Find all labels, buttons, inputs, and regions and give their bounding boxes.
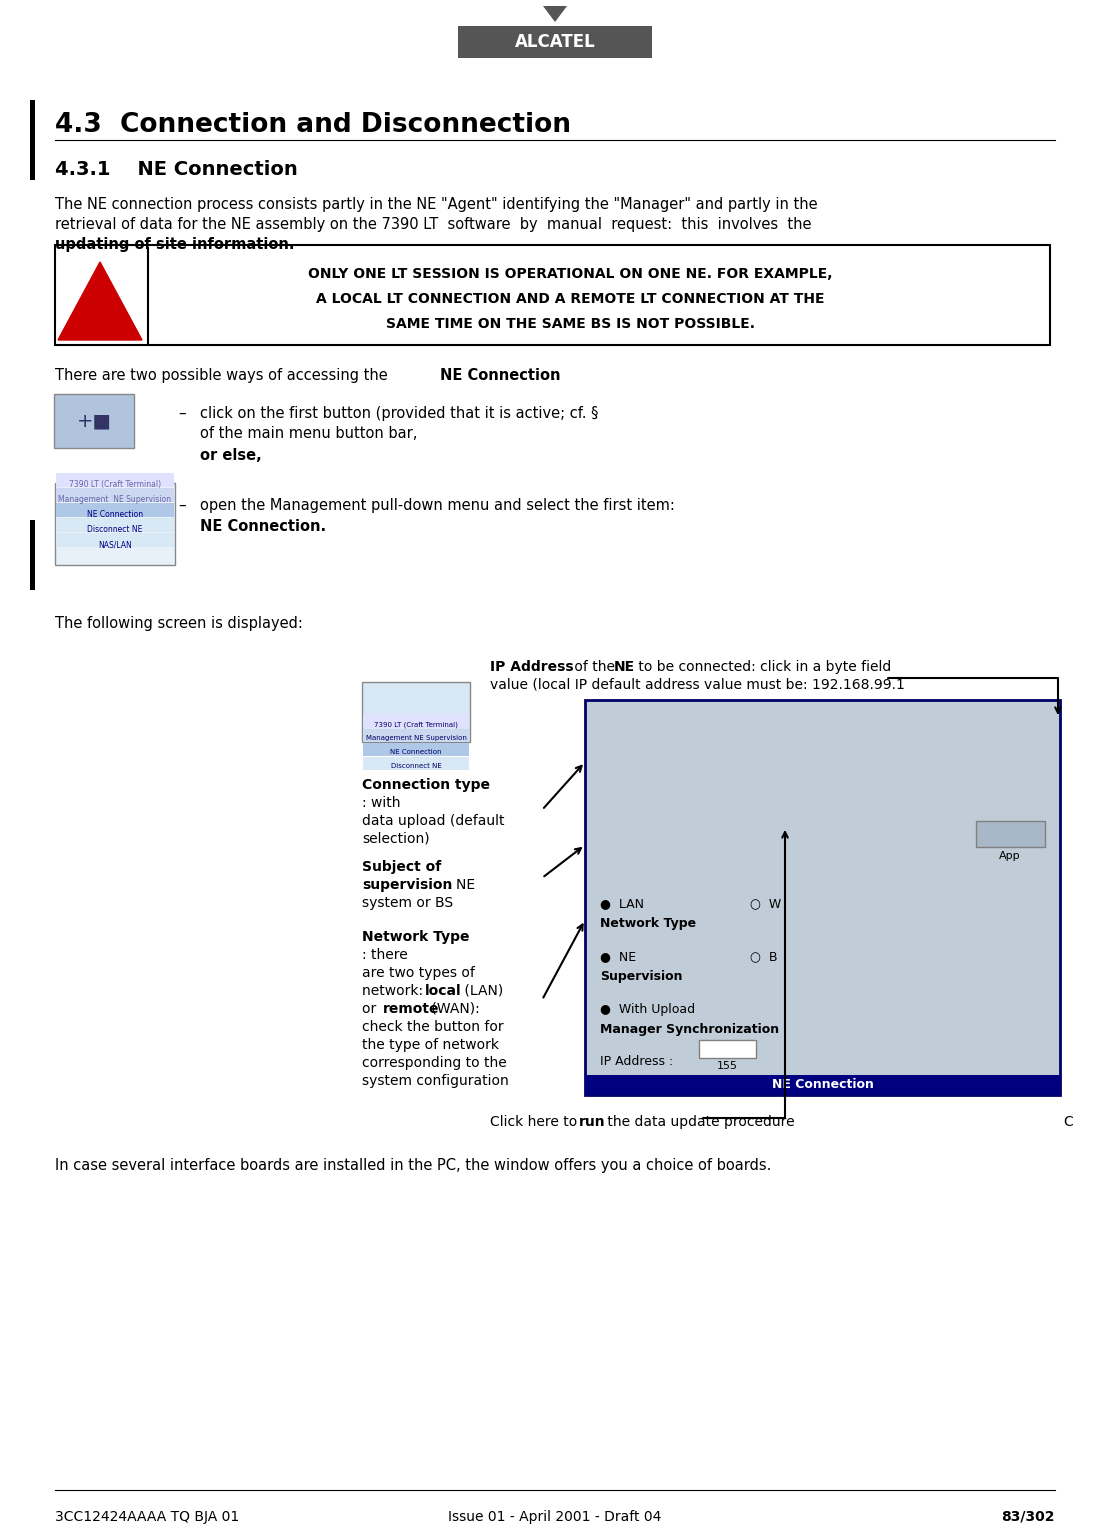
Text: NE Connection: NE Connection — [87, 510, 143, 520]
FancyBboxPatch shape — [458, 26, 652, 58]
Text: NE Connection: NE Connection — [440, 368, 561, 384]
Text: ●  LAN: ● LAN — [601, 897, 644, 911]
Text: : NE: : NE — [447, 879, 475, 892]
Text: Issue 01 - April 2001 - Draft 04: Issue 01 - April 2001 - Draft 04 — [448, 1510, 662, 1523]
Text: ONLY ONE LT SESSION IS OPERATIONAL ON ONE NE. FOR EXAMPLE,: ONLY ONE LT SESSION IS OPERATIONAL ON ON… — [307, 267, 832, 281]
Text: The following screen is displayed:: The following screen is displayed: — [56, 616, 303, 631]
Text: system configuration: system configuration — [362, 1074, 508, 1088]
FancyBboxPatch shape — [30, 99, 36, 180]
Text: updating of site information.: updating of site information. — [56, 237, 294, 252]
Text: retrieval of data for the NE assembly on the 7390 LT  software  by  manual  requ: retrieval of data for the NE assembly on… — [56, 217, 811, 232]
FancyBboxPatch shape — [56, 518, 174, 532]
Text: the type of network: the type of network — [362, 1038, 500, 1051]
Text: system or BS: system or BS — [362, 895, 453, 911]
FancyBboxPatch shape — [54, 394, 134, 448]
Text: The NE connection process consists partly in the NE "Agent" identifying the "Man: The NE connection process consists partl… — [56, 197, 818, 212]
Text: 83/302: 83/302 — [1001, 1510, 1054, 1523]
FancyBboxPatch shape — [362, 681, 470, 743]
FancyBboxPatch shape — [56, 474, 174, 487]
FancyBboxPatch shape — [699, 1041, 756, 1057]
Polygon shape — [543, 6, 567, 21]
Text: ●  With Upload: ● With Upload — [601, 1002, 695, 1016]
Text: value (local IP default address value must be: 192.168.99.1: value (local IP default address value mu… — [490, 678, 905, 692]
Text: App: App — [999, 851, 1021, 860]
Text: –: – — [178, 498, 185, 513]
Text: data upload (default: data upload (default — [362, 814, 505, 828]
Polygon shape — [58, 261, 142, 341]
FancyBboxPatch shape — [56, 244, 1050, 345]
Text: NE Connection: NE Connection — [771, 1079, 874, 1091]
Text: to be connected: click in a byte field: to be connected: click in a byte field — [634, 660, 891, 674]
FancyBboxPatch shape — [976, 821, 1045, 847]
Text: (WAN):: (WAN): — [427, 1002, 480, 1016]
FancyBboxPatch shape — [56, 483, 175, 565]
Text: There are two possible ways of accessing the: There are two possible ways of accessing… — [56, 368, 392, 384]
Text: ○  W: ○ W — [750, 897, 781, 911]
Text: Subject of: Subject of — [362, 860, 442, 874]
Text: Management  NE Supervision: Management NE Supervision — [59, 495, 172, 504]
Text: C: C — [1063, 1115, 1072, 1129]
Text: are two types of: are two types of — [362, 966, 475, 979]
Text: NAS/LAN: NAS/LAN — [98, 539, 132, 549]
Text: NE Connection.: NE Connection. — [200, 520, 326, 533]
Text: –: – — [178, 406, 185, 422]
Text: Network Type: Network Type — [362, 931, 470, 944]
FancyBboxPatch shape — [56, 487, 174, 503]
Text: of the: of the — [571, 660, 619, 674]
Text: network:: network: — [362, 984, 427, 998]
Text: 7390 LT (Craft Terminal): 7390 LT (Craft Terminal) — [69, 480, 161, 489]
Text: IP Address :: IP Address : — [601, 1054, 674, 1068]
Text: supervision: supervision — [362, 879, 453, 892]
Text: A LOCAL LT CONNECTION AND A REMOTE LT CONNECTION AT THE: A LOCAL LT CONNECTION AND A REMOTE LT CO… — [315, 292, 825, 306]
Text: : there: : there — [362, 947, 407, 963]
Text: : with: : with — [362, 796, 401, 810]
Text: 4.3.1    NE Connection: 4.3.1 NE Connection — [56, 160, 297, 179]
Text: ALCATEL: ALCATEL — [515, 34, 595, 50]
Text: or: or — [362, 1002, 381, 1016]
Text: (LAN): (LAN) — [460, 984, 503, 998]
Text: +■: +■ — [77, 411, 111, 431]
Text: 155: 155 — [716, 1060, 737, 1071]
Text: 7390 LT (Craft Terminal): 7390 LT (Craft Terminal) — [374, 721, 458, 727]
Text: NE Connection: NE Connection — [391, 749, 442, 755]
Text: :: : — [549, 368, 555, 384]
Text: local: local — [425, 984, 462, 998]
Text: In case several interface boards are installed in the PC, the window offers you : In case several interface boards are ins… — [56, 1158, 771, 1174]
FancyBboxPatch shape — [363, 756, 470, 770]
Text: click on the first button (provided that it is active; cf. §: click on the first button (provided that… — [200, 406, 603, 422]
Text: check the button for: check the button for — [362, 1021, 504, 1034]
Text: Network Type: Network Type — [601, 917, 696, 931]
Text: Click here to: Click here to — [490, 1115, 582, 1129]
Text: Disconnect NE: Disconnect NE — [88, 526, 143, 533]
FancyBboxPatch shape — [56, 533, 174, 547]
Text: Manager Synchronization: Manager Synchronization — [601, 1024, 779, 1036]
Text: of the main menu button bar,: of the main menu button bar, — [200, 426, 417, 442]
Text: SAME TIME ON THE SAME BS IS NOT POSSIBLE.: SAME TIME ON THE SAME BS IS NOT POSSIBLE… — [385, 316, 755, 332]
Text: ●  NE: ● NE — [601, 950, 636, 963]
Text: or else,: or else, — [200, 448, 262, 463]
Text: open the Management pull-down menu and select the first item:: open the Management pull-down menu and s… — [200, 498, 675, 513]
Text: Management NE Supervision: Management NE Supervision — [365, 735, 466, 741]
FancyBboxPatch shape — [363, 715, 470, 727]
Text: the data update procedure: the data update procedure — [603, 1115, 795, 1129]
Text: run: run — [579, 1115, 606, 1129]
Text: 3CC12424AAAA TQ BJA 01: 3CC12424AAAA TQ BJA 01 — [56, 1510, 240, 1523]
Text: NE: NE — [614, 660, 635, 674]
Text: selection): selection) — [362, 833, 430, 847]
FancyBboxPatch shape — [30, 520, 36, 590]
Text: remote: remote — [383, 1002, 440, 1016]
Text: ○  B: ○ B — [750, 950, 777, 963]
Text: corresponding to the: corresponding to the — [362, 1056, 507, 1070]
Text: 4.3  Connection and Disconnection: 4.3 Connection and Disconnection — [56, 112, 571, 138]
FancyBboxPatch shape — [363, 729, 470, 743]
FancyBboxPatch shape — [585, 1076, 1060, 1096]
FancyBboxPatch shape — [56, 503, 174, 516]
Text: Supervision: Supervision — [601, 970, 683, 983]
Text: IP Address: IP Address — [490, 660, 574, 674]
FancyBboxPatch shape — [585, 700, 1060, 1096]
FancyBboxPatch shape — [363, 743, 470, 756]
Text: Connection type: Connection type — [362, 778, 490, 792]
Text: Disconnect NE: Disconnect NE — [391, 762, 442, 769]
